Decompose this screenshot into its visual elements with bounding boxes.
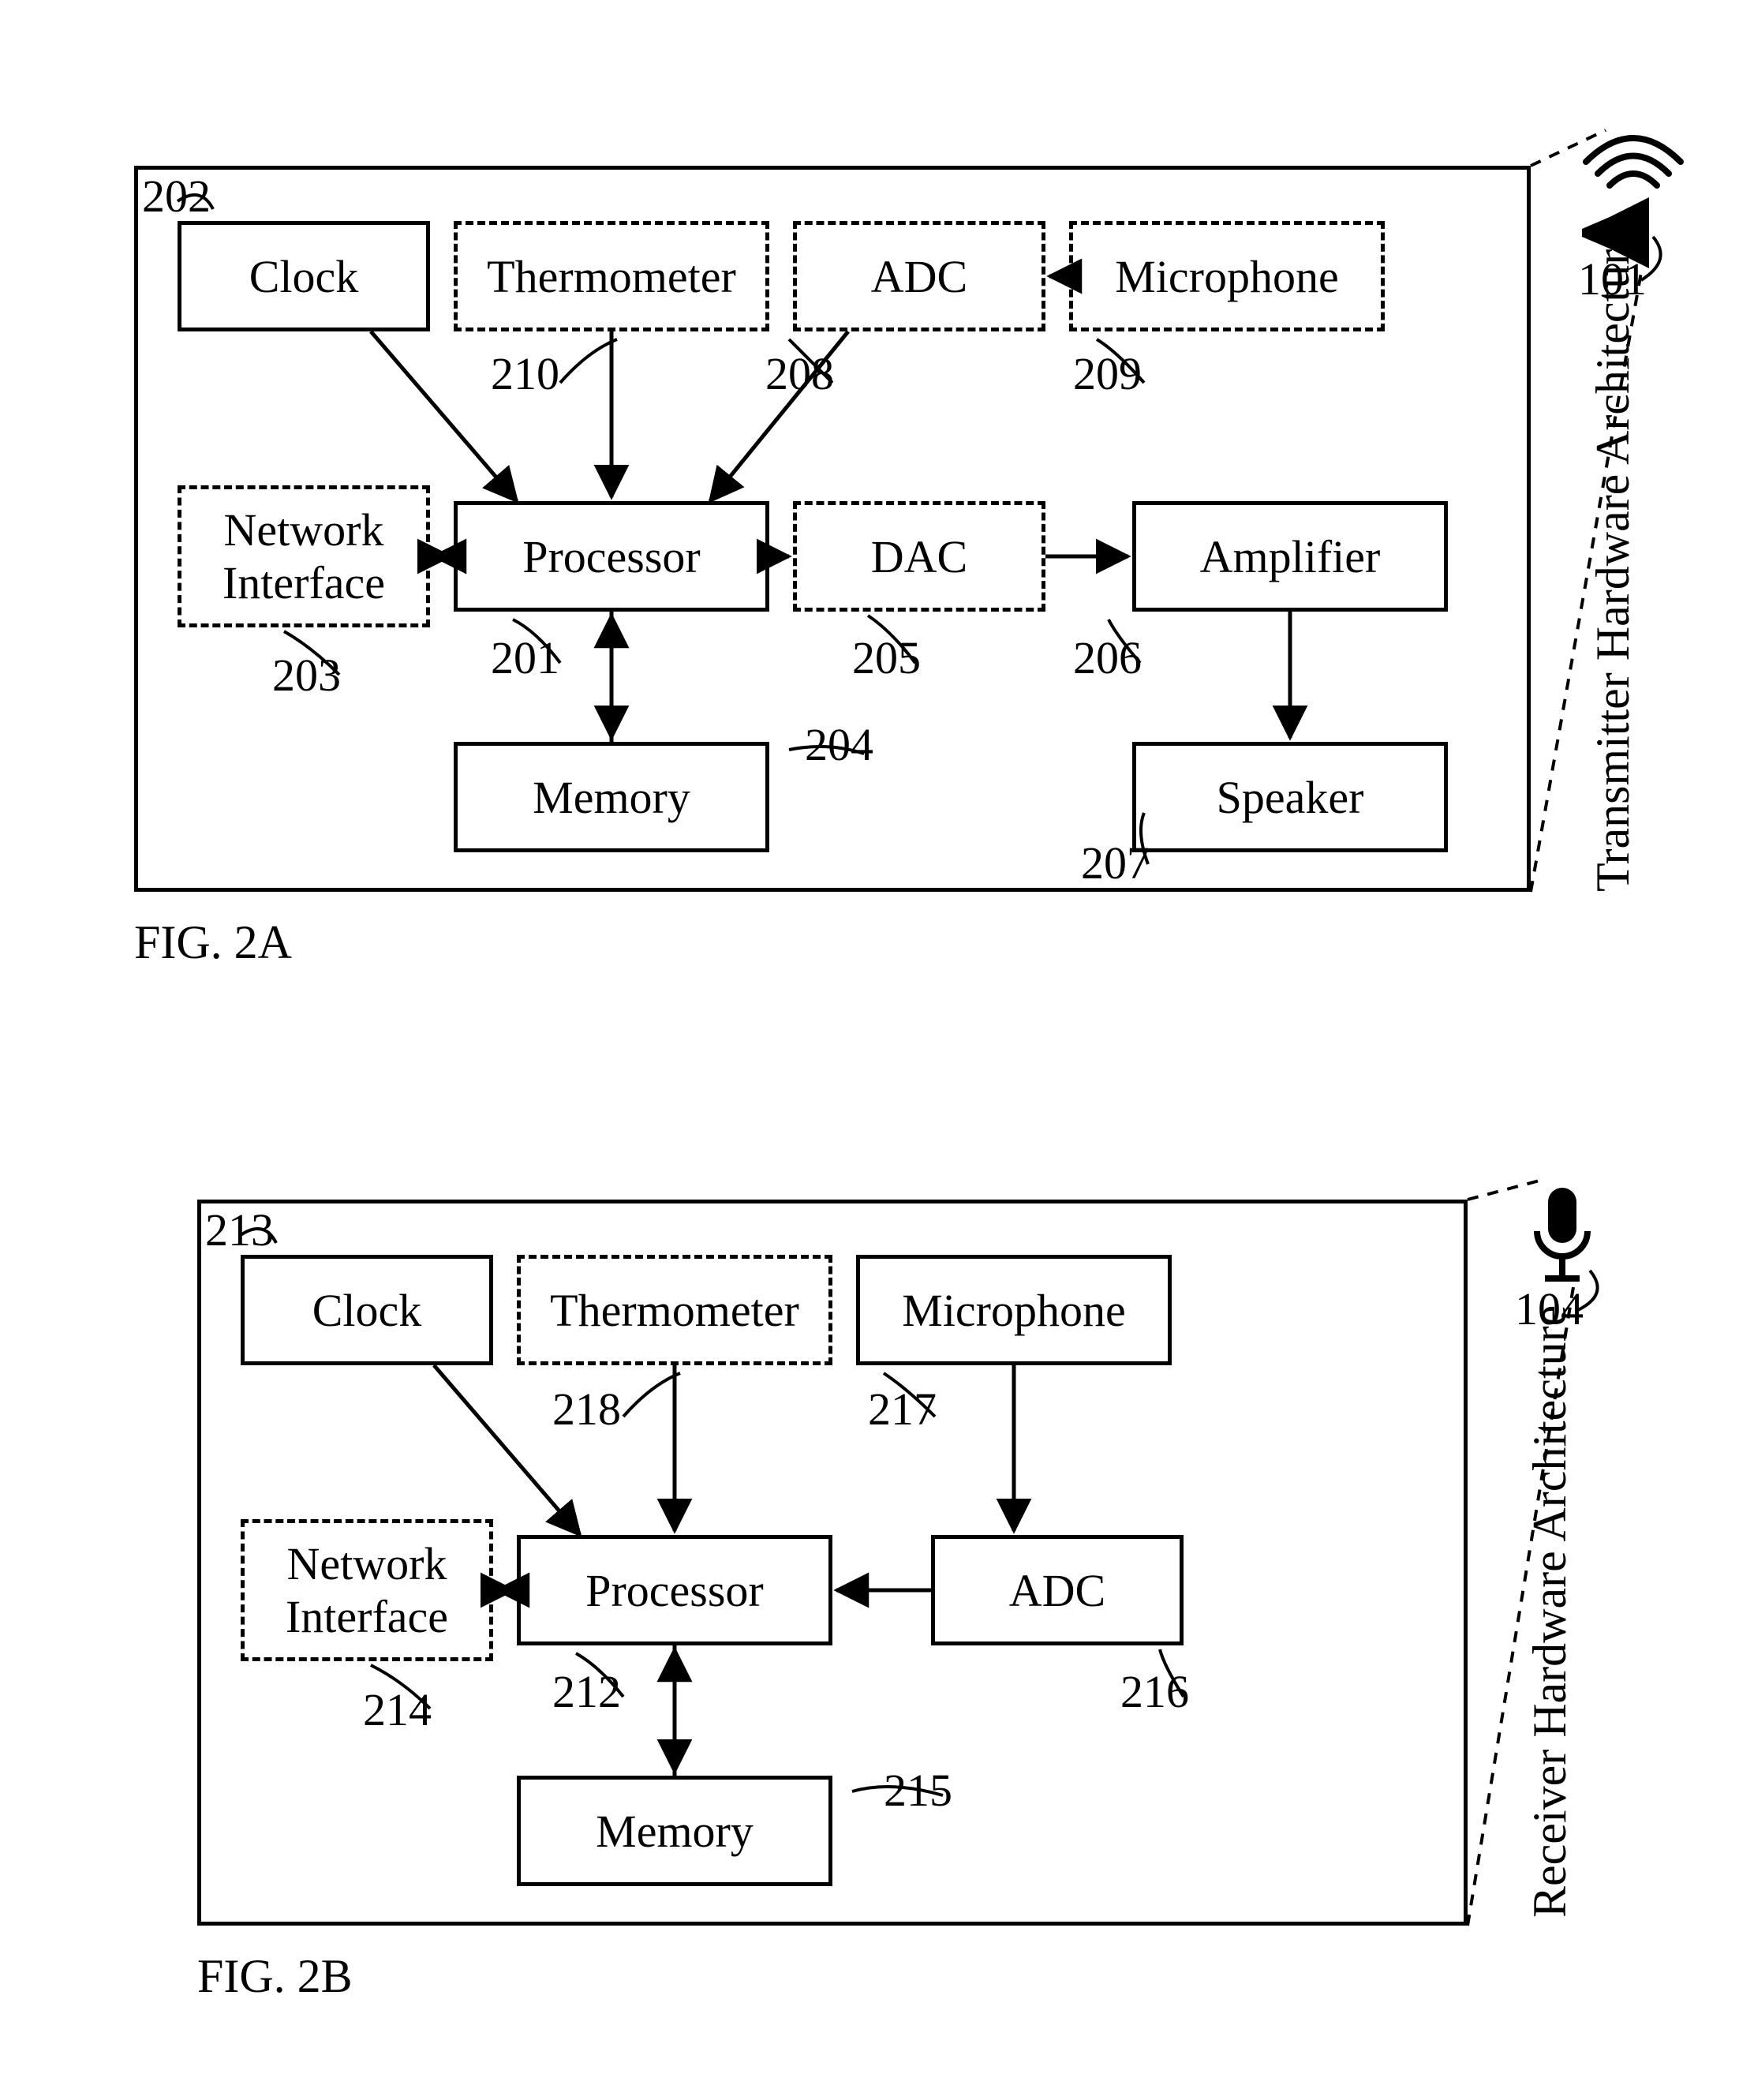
- page: Clock Thermometer ADC Microphone Network…: [0, 0, 1739, 2100]
- connectors: [0, 0, 1739, 2100]
